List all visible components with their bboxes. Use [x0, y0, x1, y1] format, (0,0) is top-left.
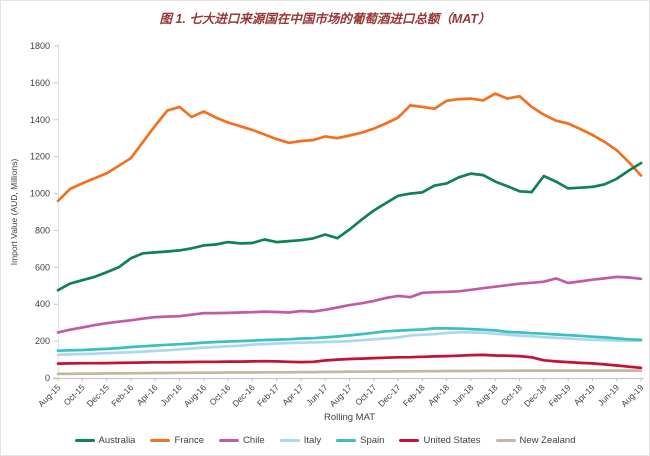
legend-label: New Zealand	[519, 435, 576, 446]
x-tick-label: Jun-18	[450, 382, 476, 408]
x-tick-label: Oct-17	[353, 382, 378, 407]
legend-label: Australia	[98, 435, 136, 446]
x-tick-label: Apr-16	[134, 382, 159, 407]
series-line-italy	[56, 331, 643, 357]
series-line-united-states	[56, 353, 643, 370]
y-tick-label: 0	[45, 373, 50, 383]
legend-swatch-icon	[279, 438, 300, 443]
x-tick-label: Jun-16	[158, 382, 184, 408]
legend-item-australia: Australia	[74, 435, 136, 446]
y-tick-label: 1800	[30, 41, 50, 51]
x-tick-label: Jun-19	[596, 382, 622, 408]
chart-title: 图 1. 七大进口来源国在中国市场的葡萄酒进口总额（MAT）	[159, 12, 491, 26]
legend-item-new-zealand: New Zealand	[495, 435, 576, 446]
y-axis-title: Import Value (AUD, Millions)	[9, 158, 19, 266]
x-tick-label: Dec-18	[522, 382, 549, 409]
x-tick-label: Aug-15	[36, 382, 63, 409]
legend-item-france: France	[150, 435, 204, 446]
x-tick-label: Oct-16	[207, 382, 232, 407]
legend-label: Spain	[360, 435, 385, 446]
x-tick-label: Aug-18	[473, 382, 500, 409]
legend-label: Italy	[303, 435, 322, 446]
x-tick-label: Feb-17	[255, 382, 281, 408]
legend-item-united-states: United States	[399, 435, 481, 446]
x-tick-label: Aug-19	[619, 382, 646, 409]
x-tick-label: Feb-19	[546, 382, 572, 408]
y-tick-label: 800	[35, 225, 50, 235]
x-tick-label: Dec-17	[376, 382, 403, 409]
y-tick-label: 1200	[30, 152, 50, 162]
x-tick-label: Jun-17	[304, 382, 330, 408]
series-line-new-zealand	[56, 369, 643, 376]
legend-swatch-icon	[399, 438, 420, 443]
series-line-australia	[56, 161, 643, 292]
legend-item-chile: Chile	[219, 435, 265, 446]
legend-swatch-icon	[219, 438, 240, 443]
legend-item-italy: Italy	[279, 435, 322, 446]
x-tick-label: Oct-15	[62, 382, 87, 407]
x-tick-label: Aug-16	[182, 382, 209, 409]
legend-swatch-icon	[336, 438, 357, 443]
legend-label: France	[174, 435, 205, 446]
x-tick-label: Apr-18	[426, 382, 451, 407]
chart-legend: Australia France Chile Italy Spain United Sta…	[1, 435, 649, 446]
legend-label: United States	[423, 435, 481, 446]
legend-swatch-icon	[495, 438, 516, 443]
y-tick-label: 1000	[30, 189, 50, 199]
x-tick-label: Dec-16	[230, 382, 257, 409]
y-tick-label: 400	[35, 299, 50, 309]
series-line-spain	[56, 327, 643, 353]
x-tick-label: Feb-18	[401, 382, 427, 408]
legend-item-spain: Spain	[336, 435, 384, 446]
legend-swatch-icon	[150, 438, 171, 443]
x-tick-label: Apr-19	[572, 382, 597, 407]
series-line-france	[56, 92, 643, 203]
x-tick-label: Feb-16	[109, 382, 135, 408]
x-tick-label: Oct-18	[499, 382, 524, 407]
legend-label: Chile	[243, 435, 265, 446]
x-tick-label: Dec-15	[85, 382, 112, 409]
legend-swatch-icon	[74, 438, 95, 443]
series-line-chile	[56, 275, 643, 334]
y-tick-label: 200	[35, 336, 50, 346]
x-axis-title: Rolling MAT	[323, 412, 376, 423]
y-tick-label: 1400	[30, 115, 50, 125]
x-tick-label: Aug-17	[327, 382, 354, 409]
y-tick-label: 600	[35, 262, 50, 272]
y-tick-label: 1600	[30, 78, 50, 88]
x-tick-label: Apr-17	[280, 382, 305, 407]
